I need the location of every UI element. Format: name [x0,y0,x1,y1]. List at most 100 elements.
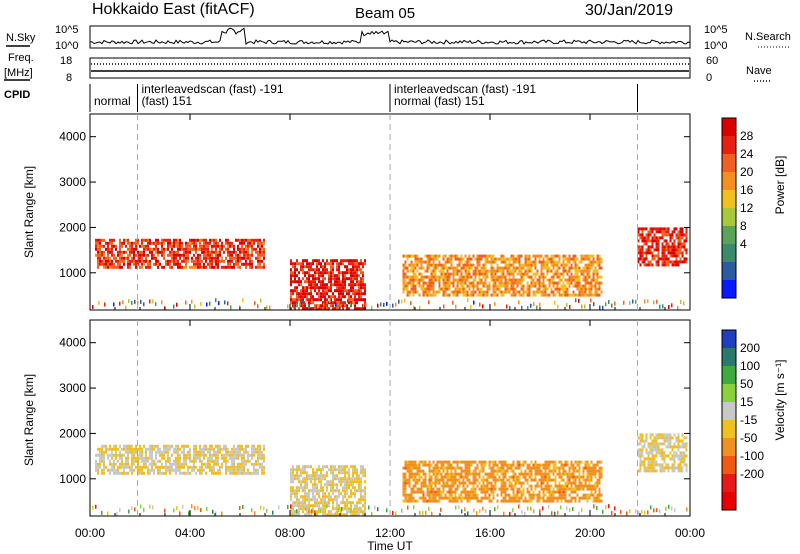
data-cell [404,254,407,258]
data-cell [173,508,175,513]
data-cell [97,256,99,260]
data-cell [422,499,425,503]
data-cell [530,266,533,270]
data-cell [269,305,271,310]
data-cell [675,445,678,449]
data-cell [95,459,97,463]
data-cell [352,483,354,487]
data-cell [586,493,589,497]
data-cell [536,281,539,285]
data-cell [316,483,318,487]
data-cell [121,244,123,248]
data-cell [356,259,358,263]
data-cell [516,487,519,491]
data-cell [581,507,583,512]
data-cell [526,290,529,294]
data-cell [594,472,597,476]
data-cell [410,266,413,270]
data-cell [131,462,133,466]
data-cell [290,268,292,272]
data-cell [217,450,219,454]
data-cell [201,471,203,475]
data-cell [576,266,579,270]
data-cell [470,290,473,294]
data-cell [473,300,475,305]
data-cell [496,466,499,470]
data-cell [669,436,672,440]
data-cell [496,275,499,279]
data-cell [428,263,431,267]
data-cell [143,507,145,512]
data-cell [418,463,421,467]
data-cell [412,278,415,282]
data-cell [434,490,437,494]
data-cell [542,275,545,279]
data-cell [586,293,589,297]
data-cell [187,453,189,457]
data-cell [386,301,388,306]
data-cell [103,253,105,257]
data-cell [217,459,219,463]
data-cell [424,496,427,500]
data-cell [598,469,601,473]
data-cell [584,263,587,267]
data-cell [532,260,535,264]
data-cell [340,480,342,484]
data-cell [412,487,415,491]
data-cell [544,475,547,479]
data-cell [592,499,595,503]
data-cell [217,468,219,472]
data-cell [532,263,535,267]
data-cell [358,486,360,490]
data-cell [99,241,101,245]
data-cell [362,274,364,278]
data-cell [243,262,245,266]
data-cell [344,468,346,472]
data-cell [203,444,205,448]
data-cell [526,281,529,285]
data-cell [147,265,149,269]
data-cell [526,499,529,503]
data-cell [348,510,350,514]
data-cell [223,444,225,448]
data-cell [518,254,521,258]
data-cell [456,269,459,273]
data-cell [371,305,373,310]
data-cell [95,253,97,257]
data-cell [522,475,525,479]
data-cell [155,244,157,248]
data-cell [233,444,235,448]
data-cell [338,283,340,287]
data-cell [514,466,517,470]
data-cell [428,472,431,476]
data-cell [448,466,451,470]
data-cell [147,459,149,463]
data-cell [502,290,505,294]
data-cell [177,456,179,460]
data-cell [211,253,213,257]
data-cell [641,239,644,243]
data-cell [302,271,304,275]
data-cell [253,462,255,466]
data-cell [324,307,326,311]
data-cell [163,453,165,457]
data-cell [364,292,366,296]
data-cell [490,278,493,282]
data-cell [402,493,405,497]
data-cell [675,257,678,261]
data-cell [125,238,127,242]
data-cell [320,271,322,275]
data-cell [596,293,599,297]
data-cell [586,472,589,476]
data-cell [516,260,519,264]
data-cell [637,454,640,458]
cpid-segment-line1: interleavedscan (fast) -191 [142,82,284,96]
data-cell [426,487,429,491]
data-cell [353,301,355,305]
data-cell [590,490,593,494]
data-cell [580,287,583,291]
data-cell [107,262,109,266]
data-cell [119,465,121,469]
data-cell [432,263,435,267]
data-cell [420,266,423,270]
